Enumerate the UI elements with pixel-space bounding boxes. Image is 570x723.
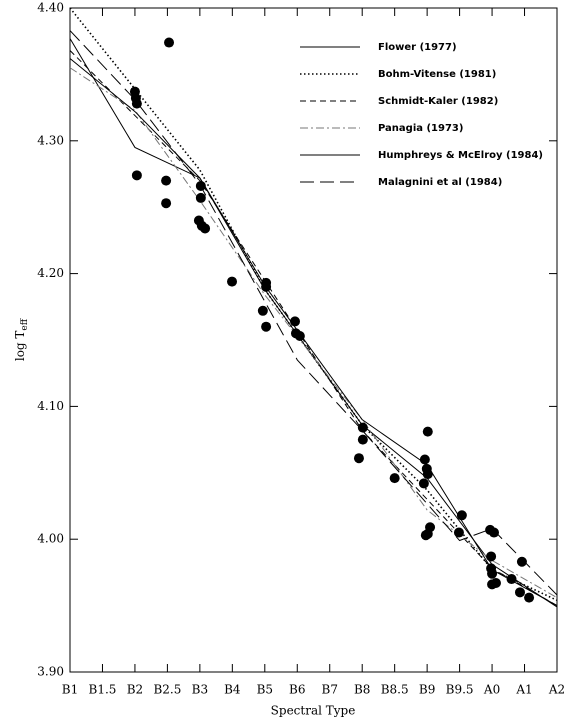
x-tick-label: B3 bbox=[192, 683, 208, 697]
data-point bbox=[487, 568, 498, 579]
x-axis-label: Spectral Type bbox=[271, 704, 356, 718]
data-point bbox=[524, 592, 535, 603]
data-point bbox=[506, 574, 517, 585]
data-point bbox=[257, 305, 268, 316]
series-line bbox=[69, 67, 558, 599]
legend-label: Panagia (1973) bbox=[378, 123, 463, 134]
legend-label: Schmidt-Kaler (1982) bbox=[378, 96, 498, 107]
x-tick-label: B9 bbox=[419, 683, 435, 697]
data-point bbox=[261, 321, 272, 332]
y-tick-label: 4.20 bbox=[37, 266, 64, 280]
x-tick-label: B1.5 bbox=[89, 683, 117, 697]
series-line bbox=[69, 38, 558, 608]
data-point bbox=[419, 454, 430, 465]
x-tick-label: B9.5 bbox=[446, 683, 474, 697]
plot-frame bbox=[69, 7, 558, 673]
x-tick-label: B2.5 bbox=[153, 683, 181, 697]
data-point bbox=[161, 198, 172, 209]
y-tick-label: 4.00 bbox=[37, 532, 64, 546]
x-tick-label: B8.5 bbox=[381, 683, 409, 697]
data-point bbox=[161, 175, 172, 186]
x-tick-label: B2 bbox=[127, 683, 143, 697]
series-line bbox=[69, 30, 558, 596]
x-tick-label: B8 bbox=[354, 683, 370, 697]
data-point bbox=[486, 551, 497, 562]
data-point bbox=[389, 473, 400, 484]
legend-label: Bohm-Vitense (1981) bbox=[378, 69, 496, 80]
x-tick-label: B6 bbox=[289, 683, 305, 697]
data-point bbox=[294, 331, 305, 342]
x-tick-label: B4 bbox=[224, 683, 241, 697]
data-point bbox=[453, 527, 464, 538]
x-tick-label: B7 bbox=[322, 683, 338, 697]
data-point bbox=[195, 192, 206, 203]
data-point bbox=[357, 434, 368, 445]
x-tick-label: B5 bbox=[257, 683, 273, 697]
x-tick-label: A1 bbox=[515, 683, 532, 697]
data-point bbox=[131, 170, 142, 181]
y-label-subscript: eff bbox=[20, 318, 30, 330]
x-tick-label: A2 bbox=[548, 683, 565, 697]
y-tick-label: 4.30 bbox=[37, 133, 64, 147]
data-point bbox=[289, 316, 300, 327]
legend-label: Malagnini et al (1984) bbox=[378, 177, 502, 188]
data-point bbox=[200, 223, 211, 234]
x-tick-label: A0 bbox=[483, 683, 500, 697]
data-point bbox=[164, 37, 175, 48]
y-axis-label: log Teff bbox=[13, 318, 30, 361]
series-line bbox=[69, 50, 558, 607]
data-point bbox=[131, 98, 142, 109]
legend-label: Humphreys & McElroy (1984) bbox=[378, 150, 543, 161]
data-point bbox=[490, 578, 501, 589]
series-line bbox=[69, 58, 558, 607]
data-point bbox=[195, 180, 206, 191]
data-point bbox=[357, 422, 368, 433]
data-point bbox=[353, 453, 364, 464]
data-point bbox=[420, 530, 431, 541]
x-tick-label: B1 bbox=[62, 683, 78, 697]
data-point bbox=[456, 510, 467, 521]
y-tick-label: 4.40 bbox=[37, 1, 64, 15]
legend-label: Flower (1977) bbox=[378, 42, 457, 53]
data-point bbox=[261, 277, 272, 288]
data-point bbox=[425, 522, 436, 533]
y-tick-label: 3.90 bbox=[37, 665, 64, 679]
data-point bbox=[418, 478, 429, 489]
data-point bbox=[422, 469, 433, 480]
y-label-main: log T bbox=[13, 331, 27, 362]
data-point bbox=[514, 587, 525, 598]
y-tick-label: 4.10 bbox=[37, 399, 64, 413]
data-point bbox=[516, 556, 527, 567]
data-point bbox=[422, 426, 433, 437]
data-point bbox=[227, 276, 238, 287]
data-point bbox=[485, 524, 496, 535]
